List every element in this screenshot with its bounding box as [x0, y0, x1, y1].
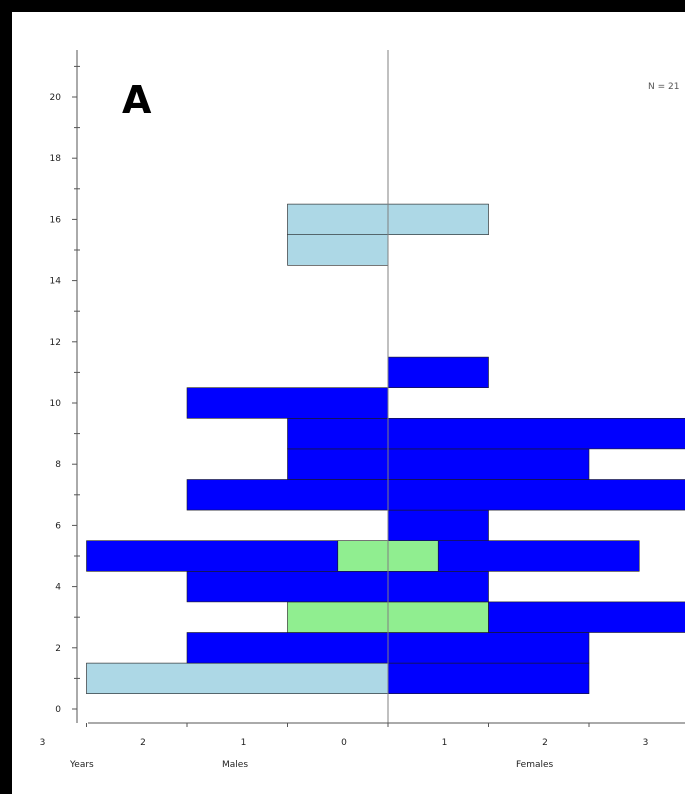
- female-bar: [387, 203, 489, 236]
- male-bar: [287, 203, 389, 236]
- y-tick-label: 6: [55, 521, 61, 531]
- male-bar: [86, 662, 389, 694]
- male-bar: [287, 234, 389, 266]
- chart-panel: 0 2 4 6 8 10 12 14 16 18 20 3 2 1 0 1 2 3 Years Males Female…: [12, 12, 685, 794]
- y-tick-label: 4: [55, 583, 61, 593]
- male-bar: [287, 417, 389, 450]
- female-bar: [387, 601, 489, 633]
- x-tick-label: 3: [40, 738, 46, 748]
- y-tick-label: 20: [50, 93, 62, 103]
- x-title-years: Years: [69, 760, 94, 770]
- male-bar: [86, 540, 339, 572]
- y-tick-label: 18: [50, 154, 62, 164]
- y-tick-label: 16: [50, 215, 62, 225]
- female-bar: [387, 448, 590, 480]
- female-bar: [387, 509, 489, 542]
- x-tick-label: 2: [140, 738, 146, 748]
- x-title-males: Males: [222, 760, 248, 770]
- female-bar: [387, 417, 685, 450]
- x-tick-label: 1: [442, 738, 448, 748]
- y-tick-label: 2: [55, 644, 61, 654]
- x-title-females: Females: [516, 760, 554, 770]
- y-tick-label: 14: [50, 277, 62, 287]
- male-bar: [186, 570, 389, 603]
- y-tick-label: 8: [55, 460, 61, 470]
- male-bar: [287, 448, 389, 480]
- female-bar: [387, 479, 685, 511]
- x-tick-label: 2: [542, 738, 548, 748]
- bars-group: [86, 203, 685, 694]
- y-tick-label: 12: [50, 338, 61, 348]
- y-tick-label: 0: [55, 705, 61, 715]
- female-bar: [387, 662, 590, 694]
- panel-letter: A: [122, 78, 152, 122]
- x-tick-label: 3: [643, 738, 649, 748]
- female-bar: [387, 632, 590, 664]
- male-bar: [337, 540, 389, 572]
- x-tick-label: 1: [241, 738, 247, 748]
- female-bar: [488, 601, 685, 633]
- female-bar: [387, 356, 489, 389]
- female-bar: [437, 540, 640, 572]
- male-bar: [287, 601, 389, 633]
- male-bar: [186, 632, 389, 664]
- y-tick-label: 10: [50, 399, 62, 409]
- male-bar: [186, 479, 389, 511]
- female-bar: [387, 570, 489, 603]
- sample-size-label: N = 21: [648, 82, 680, 92]
- female-bar: [387, 540, 439, 572]
- x-tick-label: 0: [341, 738, 347, 748]
- male-bar: [186, 387, 389, 419]
